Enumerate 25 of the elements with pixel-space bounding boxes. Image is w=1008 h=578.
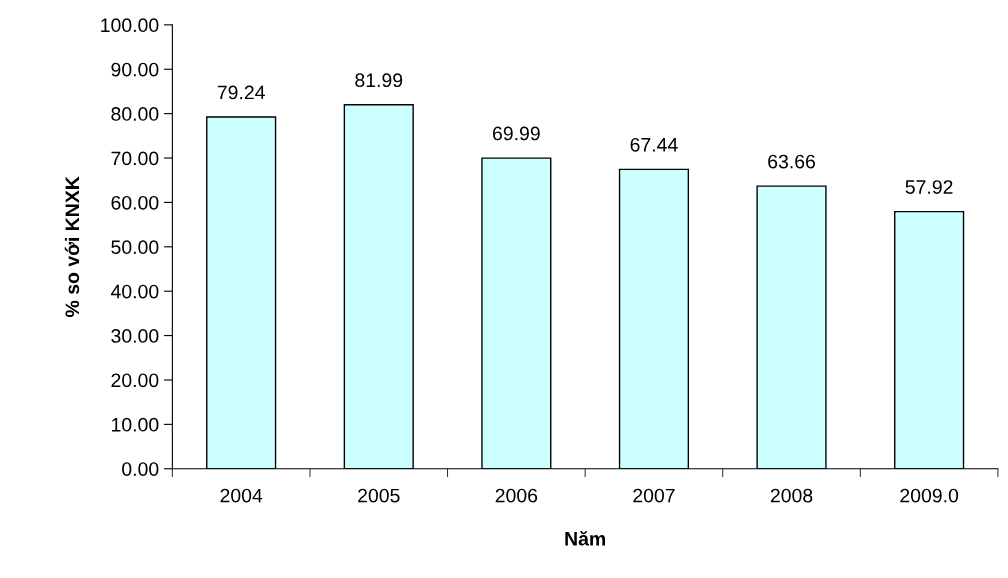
y-tick-label: 60.00 — [111, 195, 159, 210]
x-tick-label: 2005 — [358, 488, 400, 503]
x-tick-label: 2009.0 — [900, 488, 959, 503]
y-tick-label: 0.00 — [122, 462, 159, 476]
data-label: 57.92 — [905, 180, 953, 194]
y-tick-label: 90.00 — [111, 62, 159, 77]
data-label: 69.99 — [493, 126, 540, 141]
y-tick-label: 40.00 — [110, 284, 159, 299]
x-tick-label: 2007 — [633, 488, 675, 503]
y-tick-label: 30.00 — [111, 329, 159, 343]
data-label: 81.99 — [355, 73, 403, 88]
y-tick-label: 70.00 — [111, 151, 159, 166]
x-tick-label: 2004 — [220, 488, 263, 503]
y-tick-label: 20.00 — [111, 373, 159, 388]
y-tick-label: 80.00 — [111, 107, 159, 121]
x-tick-label: 2006 — [495, 488, 538, 503]
data-label: 63.66 — [768, 154, 816, 169]
data-label: 67.44 — [630, 137, 678, 152]
y-tick-label: 50.00 — [111, 240, 159, 255]
y-tick-label: 10.00 — [112, 417, 159, 432]
y-tick-label: 100.00 — [101, 18, 159, 33]
x-tick-label: 2008 — [770, 488, 813, 503]
y-axis-title: % so với KNXK — [64, 176, 80, 317]
data-label: 79.24 — [217, 85, 265, 100]
x-axis-title: Năm — [565, 531, 606, 546]
